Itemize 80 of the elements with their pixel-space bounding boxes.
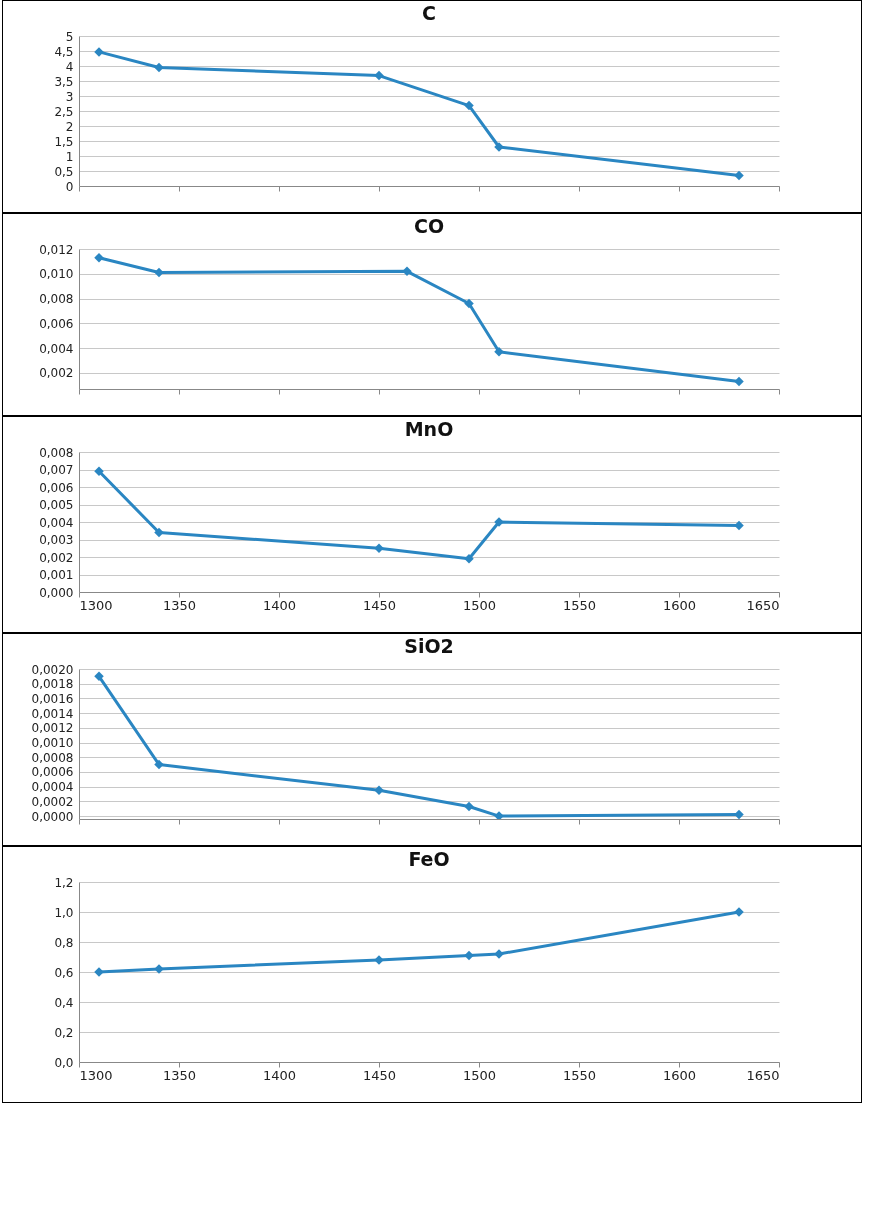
y-tick-label: 0 bbox=[65, 179, 74, 194]
y-tick-label: 0,0000 bbox=[31, 809, 74, 824]
y-tick-label: 0,0004 bbox=[31, 780, 74, 795]
y-tick-label: 0,003 bbox=[39, 533, 74, 547]
y-tick-label: 0,005 bbox=[39, 498, 74, 512]
y-tick-label: 0,2 bbox=[54, 1025, 74, 1040]
chart-title: SiO2 bbox=[404, 635, 454, 657]
y-tick-label: 4 bbox=[65, 59, 74, 74]
y-tick-label: 3,5 bbox=[54, 74, 74, 89]
x-tick-label: 1650 bbox=[746, 1067, 780, 1083]
point bbox=[494, 811, 504, 819]
y-tick-label: 0,004 bbox=[39, 515, 74, 530]
y-tick-label: 3 bbox=[65, 89, 74, 104]
y-tick-label: 1,0 bbox=[54, 905, 74, 920]
point bbox=[374, 785, 384, 796]
y-tick-label: 0,0016 bbox=[31, 691, 74, 706]
x-tick-label: 1350 bbox=[162, 597, 197, 613]
x-tick-label: 1450 bbox=[362, 1067, 397, 1083]
y-tick-label: 0,006 bbox=[39, 480, 74, 495]
point bbox=[154, 759, 164, 770]
chart-title: C bbox=[422, 2, 436, 24]
y-tick-label: 0,002 bbox=[39, 550, 74, 565]
point bbox=[734, 809, 744, 819]
y-tick-label: 0,006 bbox=[39, 316, 74, 331]
x-tick-label: 1550 bbox=[562, 1067, 597, 1083]
y-tick-label: 0,0020 bbox=[31, 662, 74, 677]
y-tick-label: 0,8 bbox=[54, 935, 74, 950]
y-tick-label: 1 bbox=[65, 149, 74, 164]
y-tick-label: 0,004 bbox=[39, 341, 74, 356]
point bbox=[734, 170, 744, 181]
x-tick-label: 1600 bbox=[662, 1067, 697, 1083]
y-tick-label: 0,012 bbox=[39, 242, 74, 257]
y-tick-label: 1,2 bbox=[54, 875, 74, 890]
y-tick-label: 5 bbox=[65, 29, 74, 44]
point bbox=[402, 266, 412, 277]
y-tick-label: 0,002 bbox=[39, 366, 74, 381]
y-tick-label: 0,007 bbox=[39, 463, 74, 477]
y-tick-label: 0,0 bbox=[54, 1055, 74, 1070]
x-tick-label: 1400 bbox=[262, 1067, 297, 1083]
point bbox=[464, 801, 474, 812]
point bbox=[734, 376, 744, 387]
x-tick-label: 1350 bbox=[162, 1067, 197, 1083]
y-tick-label: 0,000 bbox=[39, 585, 74, 600]
point bbox=[154, 267, 164, 278]
y-tick-label: 2 bbox=[65, 119, 74, 134]
y-tick-label: 1,5 bbox=[54, 134, 74, 149]
point bbox=[94, 671, 104, 682]
y-tick-label: 0,0002 bbox=[31, 794, 74, 809]
y-tick-label: 0,0010 bbox=[31, 736, 74, 751]
x-tick-label: 1550 bbox=[562, 597, 597, 613]
x-tick-label: 1450 bbox=[362, 597, 397, 613]
y-tick-label: 0,4 bbox=[54, 995, 74, 1010]
y-tick-label: 0,0018 bbox=[31, 677, 74, 692]
x-tick-label: 1600 bbox=[662, 597, 697, 613]
x-tick-label: 1300 bbox=[79, 1067, 113, 1083]
x-tick-label: 1400 bbox=[262, 597, 297, 613]
y-tick-label: 0,0008 bbox=[31, 750, 74, 765]
y-tick-label: 0,0012 bbox=[31, 721, 74, 736]
y-tick-label: 0,0014 bbox=[31, 706, 74, 721]
chart-title: MnO bbox=[404, 418, 454, 440]
y-tick-label: 0,001 bbox=[39, 568, 74, 582]
x-tick-label: 1500 bbox=[462, 597, 497, 613]
x-tick-label: 1500 bbox=[462, 1067, 497, 1083]
x-tick-label: 1300 bbox=[79, 597, 113, 613]
point bbox=[464, 100, 474, 111]
point bbox=[154, 62, 164, 73]
point bbox=[464, 298, 474, 309]
y-tick-label: 0,010 bbox=[39, 267, 74, 282]
y-tick-label: 2,5 bbox=[54, 104, 74, 119]
x-tick-label: 1650 bbox=[746, 597, 780, 613]
y-tick-label: 0,008 bbox=[39, 292, 74, 307]
y-tick-label: 0,5 bbox=[54, 164, 74, 179]
y-tick-label: 4,5 bbox=[54, 44, 74, 59]
chart-title: CO bbox=[413, 215, 445, 237]
point bbox=[374, 70, 384, 81]
chart-title: FeO bbox=[408, 848, 450, 870]
y-tick-label: 0,6 bbox=[54, 965, 74, 980]
y-tick-label: 0,0006 bbox=[31, 765, 74, 780]
point bbox=[94, 252, 104, 263]
y-tick-label: 0,008 bbox=[39, 445, 74, 460]
